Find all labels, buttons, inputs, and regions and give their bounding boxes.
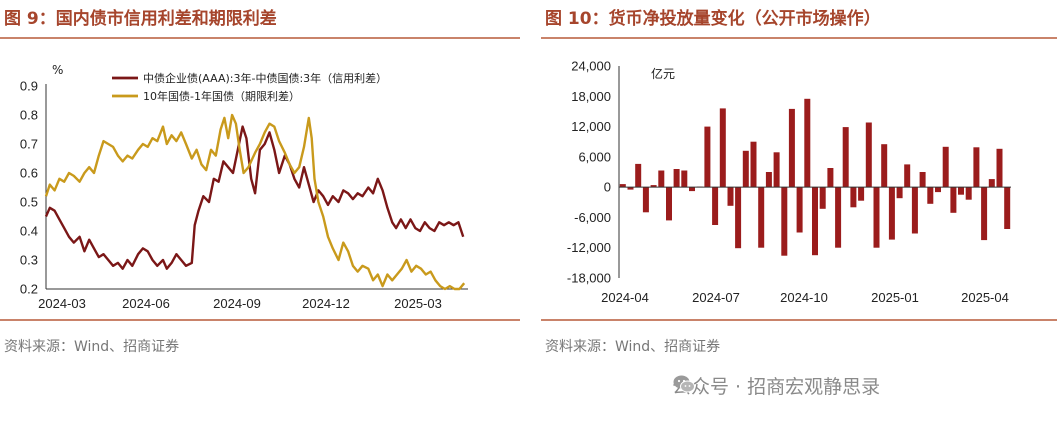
watermark-text: 公众号 · 招商宏观静思录 xyxy=(672,376,881,398)
net-injection-bar xyxy=(1004,187,1011,229)
net-injection-bar xyxy=(896,187,903,199)
y-tick-label: 0.2 xyxy=(20,282,38,297)
net-injection-bar xyxy=(635,163,642,188)
net-injection-bar xyxy=(950,187,957,213)
net-injection-bar xyxy=(904,164,911,188)
x-tick-label: 2024-03 xyxy=(38,296,86,311)
y-tick-label: 12,000 xyxy=(571,119,611,134)
net-injection-bar xyxy=(704,126,711,188)
left-chart-panel: 图 9：国内债市信用利差和期限利差 % 0.2 0.3 0.4 0.5 0.6 0.7 0.8… xyxy=(0,0,520,360)
x-tick-label: 2024-06 xyxy=(122,296,170,311)
net-injection-bar xyxy=(973,147,980,188)
net-injection-bar xyxy=(888,187,895,240)
net-injection-bar xyxy=(996,148,1003,188)
net-injection-bar xyxy=(650,185,657,188)
net-injection-bar xyxy=(835,187,842,248)
net-injection-bar xyxy=(758,187,765,248)
y-tick-label: 0.7 xyxy=(20,137,38,152)
left-bottom-rule xyxy=(0,319,520,321)
net-injection-bar xyxy=(988,179,995,188)
y-tick-label: 0.3 xyxy=(20,253,38,268)
y-tick-label: 0.5 xyxy=(20,195,38,210)
legend-label: 10年国债-1年国债（期限利差） xyxy=(143,89,300,103)
right-bottom-rule xyxy=(541,319,1057,321)
y-axis-unit: % xyxy=(52,63,63,77)
net-injection-bar xyxy=(627,187,634,190)
term-spread-line xyxy=(44,113,466,291)
net-injection-bar xyxy=(819,187,826,209)
net-injection-bar xyxy=(858,187,865,201)
bar-chart: 24,000 18,000 12,000 6,000 0 -6,000 -12,000 -18… xyxy=(567,59,1011,305)
wechat-icon xyxy=(673,375,695,393)
left-chart-title: 图 9：国内债市信用利差和期限利差 xyxy=(4,9,277,29)
y-tick-label: -6,000 xyxy=(574,210,611,225)
net-injection-bar xyxy=(719,108,726,188)
net-injection-bar xyxy=(958,187,964,195)
y-tick-label: 6,000 xyxy=(578,149,611,164)
net-injection-bar xyxy=(735,187,742,249)
net-injection-bar xyxy=(881,144,888,188)
y-tick-label: 0.8 xyxy=(20,108,38,123)
x-tick-label: 2024-09 xyxy=(213,296,261,311)
net-injection-bar xyxy=(681,170,688,188)
y-axis-unit: 亿元 xyxy=(651,66,675,81)
net-injection-bar xyxy=(673,169,680,188)
net-injection-bar xyxy=(812,187,818,256)
right-chart-title: 图 10：货币净投放量变化（公开市场操作） xyxy=(545,9,881,29)
net-injection-bar xyxy=(842,127,849,188)
y-tick-label: 0.9 xyxy=(20,79,38,94)
y-tick-label: 0.4 xyxy=(20,224,38,239)
x-tick-label: 2024-12 xyxy=(302,296,350,311)
net-injection-bar xyxy=(873,187,880,248)
net-injection-bar xyxy=(727,187,734,206)
x-tick-label: 2024-07 xyxy=(692,290,740,305)
x-tick-label: 2024-04 xyxy=(601,290,649,305)
net-injection-bar xyxy=(804,98,811,188)
net-injection-bar xyxy=(642,187,649,213)
net-injection-bar xyxy=(773,152,780,188)
credit-spread-line xyxy=(44,125,465,270)
x-tick-label: 2025-01 xyxy=(871,290,919,305)
wechat-watermark: 公众号 · 招商宏观静思录 xyxy=(672,372,880,399)
y-tick-label: 18,000 xyxy=(571,89,611,104)
net-injection-bar xyxy=(742,150,749,188)
y-tick-label: 0 xyxy=(604,180,611,195)
y-tick-label: -12,000 xyxy=(567,240,611,255)
net-injection-bar xyxy=(788,108,795,188)
left-source-note: 资料来源：Wind、招商证券 xyxy=(4,339,180,355)
net-injection-bar xyxy=(911,187,918,234)
line-chart: % 0.2 0.3 0.4 0.5 0.6 0.7 0.8 0.9 2024-03 2024-06 2… xyxy=(20,63,468,311)
x-tick-label: 2025-04 xyxy=(961,290,1009,305)
x-tick-label: 2024-10 xyxy=(780,290,828,305)
x-tick-label: 2025-03 xyxy=(394,296,442,311)
y-tick-label: 24,000 xyxy=(571,59,611,74)
net-injection-bar xyxy=(689,187,695,192)
net-injection-bar xyxy=(919,172,926,188)
y-tick-label: -18,000 xyxy=(567,271,611,286)
net-injection-bar xyxy=(965,187,972,200)
net-injection-bar xyxy=(935,187,941,193)
y-tick-label: 0.6 xyxy=(20,166,38,181)
legend-label: 中债企业债(AAA):3年-中债国债:3年（信用利差） xyxy=(143,71,387,85)
net-injection-bar xyxy=(781,187,788,256)
net-injection-bar xyxy=(927,187,934,204)
left-title-rule xyxy=(0,37,520,39)
net-injection-bar xyxy=(765,172,772,188)
net-injection-bar xyxy=(666,187,672,221)
net-injection-bar xyxy=(658,170,665,188)
right-title-rule xyxy=(541,37,1057,39)
net-injection-bar xyxy=(850,187,857,208)
net-injection-bar xyxy=(865,122,872,188)
net-injection-bar xyxy=(796,187,803,233)
right-chart-panel: 图 10：货币净投放量变化（公开市场操作） 24,000 18,000 12,000… xyxy=(541,0,1057,360)
net-injection-bar xyxy=(942,146,949,188)
net-injection-bar xyxy=(619,184,626,188)
net-injection-bar xyxy=(750,141,757,188)
net-injection-bar xyxy=(981,187,988,241)
right-source-note: 资料来源：Wind、招商证券 xyxy=(545,339,721,355)
net-injection-bar xyxy=(712,187,719,225)
net-injection-bar xyxy=(827,168,834,188)
